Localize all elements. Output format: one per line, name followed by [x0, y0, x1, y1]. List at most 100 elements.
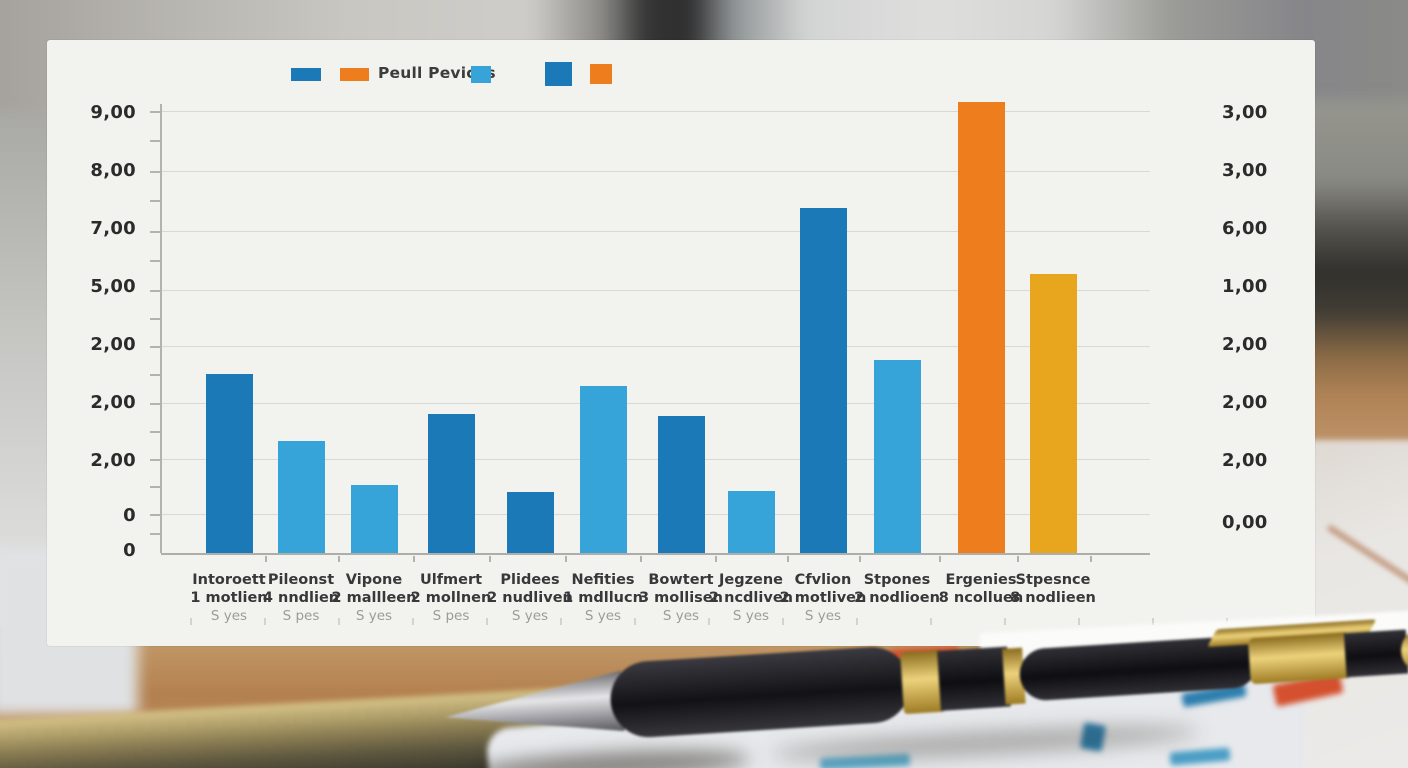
y-tick-label-right: 6,00 [1222, 218, 1268, 239]
bar-cfvlion [800, 208, 847, 553]
pen-mid-section [937, 646, 1011, 711]
y-tick-mark [150, 171, 160, 173]
x-tick-mark [1017, 556, 1019, 562]
x-tick-mark [338, 556, 340, 562]
y-tick-mark [150, 260, 160, 262]
bar-vipone [351, 485, 398, 553]
y-tick-mark [150, 403, 160, 405]
y-tick-mark [150, 486, 160, 488]
x-tick-mark [787, 556, 789, 562]
gridline [161, 290, 1150, 291]
y-tick-mark [150, 374, 160, 376]
x-tick-mark [1090, 556, 1092, 562]
report-paper-right [1305, 440, 1408, 768]
y-tick-label-right: 2,00 [1222, 334, 1268, 355]
category-subtext: 2 mallleen [331, 589, 417, 606]
category-subtext: 3 mollisen [639, 589, 723, 606]
category-label: Jegzene 2 ncdliven S yes [703, 572, 799, 625]
category-subtext: 8 nodlieen [1010, 589, 1096, 606]
x-axis-line [161, 553, 1150, 555]
pen-end-section [1343, 629, 1408, 678]
y-tick-mark [150, 111, 160, 113]
y-tick-mark [150, 318, 160, 320]
category-name: Intoroett [192, 572, 266, 588]
category-label: Nefities 1 mdllucn S yes [555, 572, 651, 625]
bottom-dash [264, 618, 266, 625]
y-tick-label-right: 3,00 [1222, 102, 1268, 123]
category-note: S yes [662, 608, 700, 625]
y-tick-mark [150, 431, 160, 433]
y-tick-label-right: 0,00 [1222, 512, 1268, 533]
gridline [161, 231, 1150, 232]
category-name: Stpesnce [1015, 572, 1091, 588]
bar-bowtert [658, 416, 705, 553]
bar-plidees [507, 492, 554, 553]
y-tick-mark [150, 346, 160, 348]
category-subtext: 2 motliven [779, 589, 867, 606]
bar-stpesnce [1030, 274, 1077, 553]
y-tick-label-left: 5,00 [90, 276, 136, 297]
x-tick-mark [859, 556, 861, 562]
chart-legend: Peull Pevices [47, 40, 1315, 90]
category-name: Plidees [500, 572, 560, 588]
gridline [161, 514, 1150, 515]
category-label: Ulfmert 2 mollnen S pes [403, 572, 499, 625]
category-note: S pes [432, 608, 470, 625]
category-subtext: 2 ncdliven [709, 589, 793, 606]
legend-label: Peull Pevices [378, 64, 496, 82]
bar-nefities [580, 386, 627, 553]
y-tick-label-right: 2,00 [1222, 392, 1268, 413]
x-tick-mark [413, 556, 415, 562]
category-name: Vipone [345, 572, 403, 588]
category-subtext: 4 nndlien [262, 589, 340, 606]
category-note: S yes [584, 608, 622, 625]
chart-panel [47, 40, 1315, 646]
category-subtext: 1 mdllucn [563, 589, 643, 606]
category-note: S pes [282, 608, 320, 625]
category-name: Jegzene [718, 572, 784, 588]
category-subtext: 2 mollnen [410, 589, 492, 606]
category-subtext: 1 motlien [190, 589, 268, 606]
category-label: Pileonst 4 nndlien S pes [253, 572, 349, 625]
category-note: S yes [355, 608, 393, 625]
bottom-dash [634, 618, 636, 625]
category-label: Bowtert 3 mollisen S yes [633, 572, 729, 625]
pen-gold-section [1247, 632, 1353, 685]
category-label: Intoroett 1 motlien S yes [181, 572, 277, 625]
gridline [161, 403, 1150, 404]
y-tick-label-right: 1,00 [1222, 276, 1268, 297]
x-tick-mark [640, 556, 642, 562]
category-subtext: 8 ncolluen [938, 589, 1024, 606]
bar-stpones [874, 360, 921, 553]
category-subtext: 2 nudliven [487, 589, 573, 606]
category-name: Cfvlion [794, 572, 852, 588]
bottom-dash [930, 618, 932, 625]
bar-pileonst [278, 441, 325, 553]
legend-swatch-dark-blue [291, 68, 321, 81]
y-tick-label-left: 2,00 [90, 392, 136, 413]
legend-swatch-dark-blue-2 [545, 62, 572, 86]
legend-swatch-light-blue [471, 66, 491, 83]
bottom-dash [560, 618, 562, 625]
category-note: S yes [210, 608, 248, 625]
y-tick-label-right: 2,00 [1222, 450, 1268, 471]
category-label: Cfvlion 2 motliven S yes [775, 572, 871, 625]
y-tick-mark [150, 231, 160, 233]
x-tick-mark [565, 556, 567, 562]
x-tick-mark [715, 556, 717, 562]
category-label: Stpones 2 nodlioen [849, 572, 945, 606]
category-label: Stpesnce 8 nodlieen [1005, 572, 1101, 606]
bottom-dash [486, 618, 488, 625]
category-name: Nefities [571, 572, 635, 588]
category-label: Ergenies 8 ncolluen [933, 572, 1029, 606]
category-label: Plidees 2 nudliven S yes [482, 572, 578, 625]
legend-swatch-orange [340, 68, 369, 81]
gridline [161, 111, 1150, 112]
bottom-dash [338, 618, 340, 625]
y-tick-mark [150, 514, 160, 516]
bottom-dash [190, 618, 192, 625]
y-tick-label-left: 2,00 [90, 334, 136, 355]
bottom-dash [1152, 618, 1154, 625]
bar-jegzene [728, 491, 775, 553]
